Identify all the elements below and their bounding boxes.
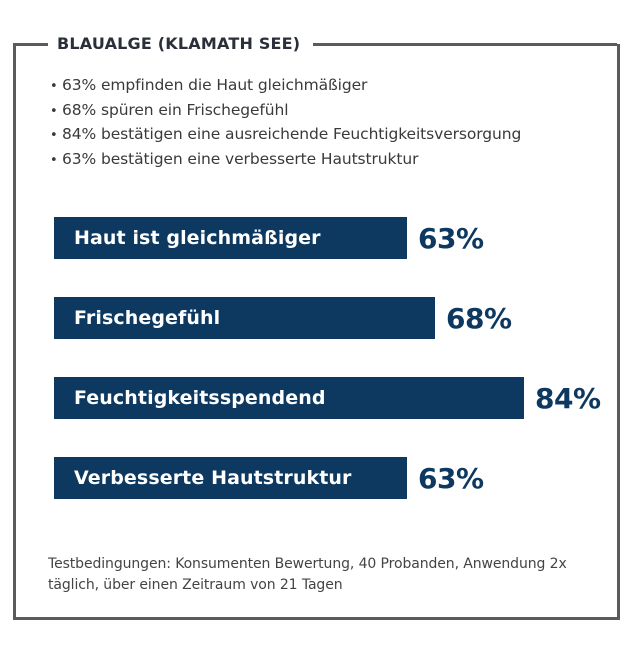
frame-top-border-right	[313, 43, 617, 46]
list-item: • 84% bestätigen eine ausreichende Feucht…	[50, 123, 521, 148]
bar-value-label: 63%	[418, 461, 484, 495]
bar: Frischegefühl	[54, 297, 435, 339]
bullet-icon: •	[50, 152, 58, 168]
bar-label: Frischegefühl	[74, 307, 221, 329]
bar: Feuchtigkeitsspendend	[54, 377, 524, 419]
card-frame	[13, 44, 620, 620]
summary-list: • 63% empfinden die Haut gleichmäßiger • 6…	[50, 74, 521, 172]
list-item-text: 63% empfinden die Haut gleichmäßiger	[62, 76, 368, 94]
bar-label: Feuchtigkeitsspendend	[74, 387, 326, 409]
bar-label: Verbesserte Hautstruktur	[74, 467, 352, 489]
bullet-icon: •	[50, 103, 58, 119]
bullet-icon: •	[50, 79, 58, 94]
list-item-text: 84% bestätigen eine ausreichende Feuchti…	[62, 125, 522, 143]
bar-row: Feuchtigkeitsspendend 84%	[54, 377, 601, 419]
test-conditions-footnote: Testbedingungen: Konsumenten Bewertung, …	[48, 556, 567, 593]
list-item-text: 63% bestätigen eine verbesserte Hautstru…	[62, 149, 419, 168]
card-title: BLAUALGE (KLAMATH SEE)	[57, 34, 301, 53]
list-item: • 63% bestätigen eine verbesserte Hautstr…	[50, 148, 521, 173]
list-item: • 68% spüren ein Frischegefühl	[50, 99, 521, 124]
bar-value-label: 68%	[446, 301, 512, 335]
bar: Haut ist gleichmäßiger	[54, 217, 407, 259]
bar: Verbesserte Hautstruktur	[54, 457, 407, 499]
bar-row: Haut ist gleichmäßiger 63%	[54, 217, 484, 259]
frame-top-border-left	[13, 43, 48, 46]
bar-row: Frischegefühl 68%	[54, 297, 512, 339]
list-item: • 63% empfinden die Haut gleichmäßiger	[50, 74, 521, 99]
bullet-icon: •	[50, 128, 58, 143]
bar-value-label: 84%	[535, 381, 601, 415]
bar-value-label: 63%	[418, 221, 484, 255]
bar-row: Verbesserte Hautstruktur 63%	[54, 457, 484, 499]
bar-label: Haut ist gleichmäßiger	[74, 227, 321, 249]
list-item-text: 68% spüren ein Frischegefühl	[62, 100, 289, 119]
